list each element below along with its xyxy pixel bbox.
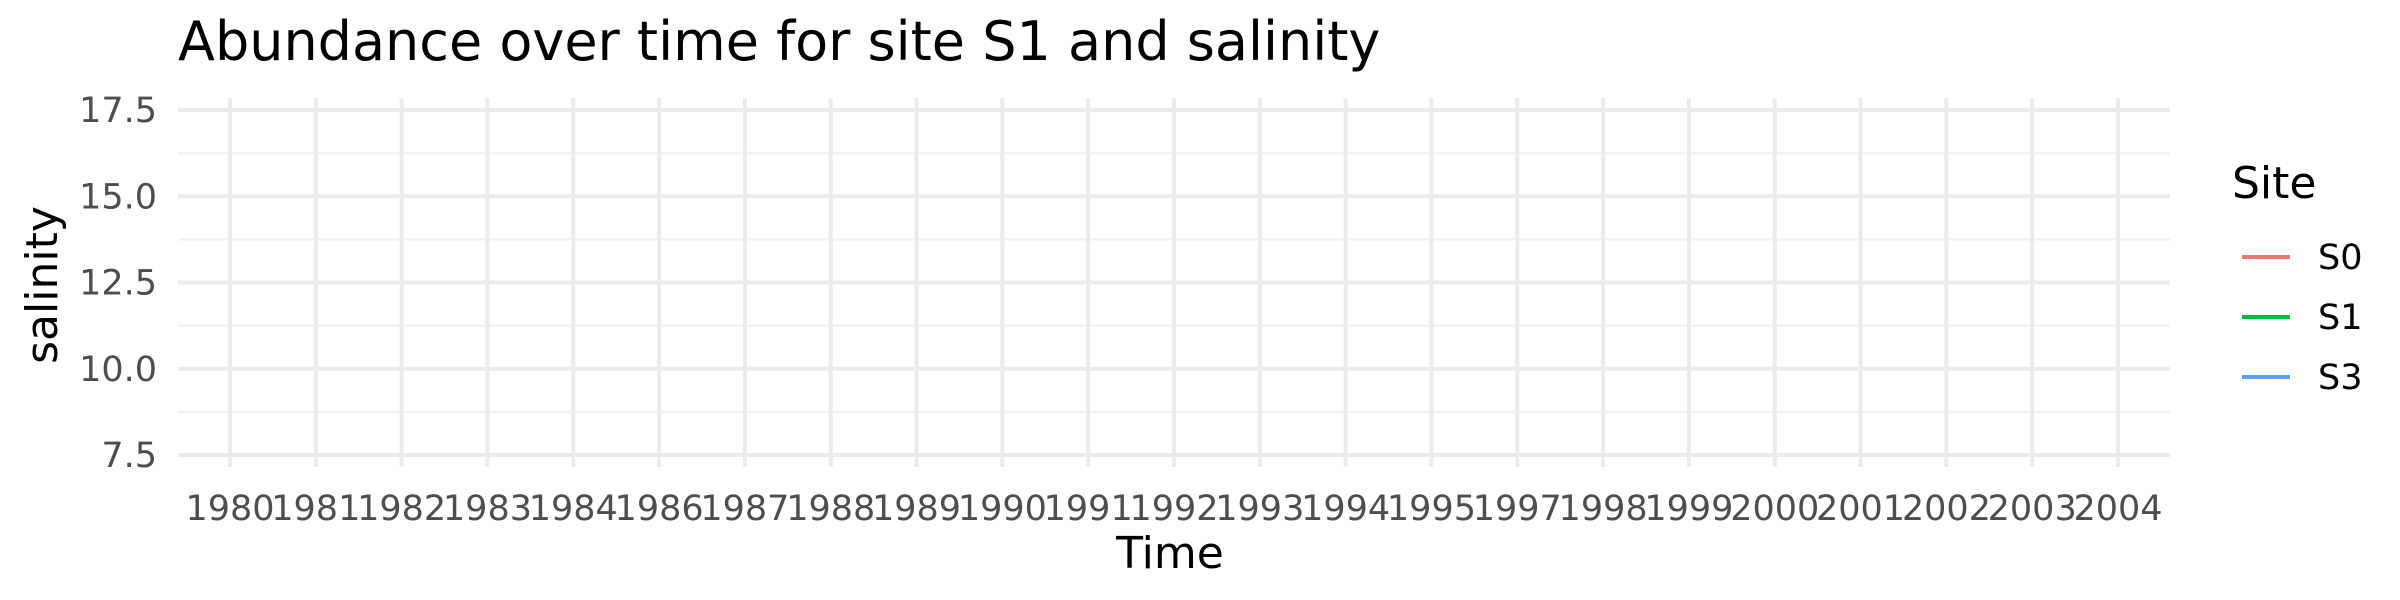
x-tick-label: 1993 [1215,489,1304,529]
x-tick-label: 1983 [443,489,532,529]
legend-label-S1: S1 [2318,298,2363,338]
y-tick-label: 7.5 [101,436,157,476]
x-tick-label: 1995 [1387,489,1476,529]
legend-label-S0: S0 [2318,238,2363,278]
legend: Site S0 S1 S3 [2232,158,2363,398]
y-tick-label: 17.5 [79,91,157,131]
x-tick-label: 1992 [1129,489,1218,529]
x-tick-label: 2002 [1902,489,1991,529]
plot-grid [178,98,2170,467]
x-tick-label: 1999 [1644,489,1733,529]
x-tick-label: 1990 [958,489,1047,529]
y-tick-label: 15.0 [79,177,157,217]
x-tick-label: 1982 [357,489,446,529]
x-tick-label: 1981 [271,489,360,529]
x-tick-label: 1984 [529,489,618,529]
x-tick-label: 1980 [185,489,274,529]
y-axis-title: salinity [17,206,68,364]
x-axis-title: Time [1115,528,1224,579]
chart-title: Abundance over time for site S1 and sali… [178,10,1380,73]
x-tick-label: 2000 [1730,489,1819,529]
x-tick-label: 1988 [786,489,875,529]
y-tick-label: 12.5 [79,264,157,304]
y-axis: 7.5 10.0 12.5 15.0 17.5 [79,91,157,476]
x-tick-label: 1998 [1559,489,1648,529]
x-tick-label: 1986 [615,489,704,529]
y-tick-label: 10.0 [79,350,157,390]
x-axis: 1980198119821983198419861987198819891990… [185,489,2162,529]
x-tick-label: 2004 [2073,489,2162,529]
x-tick-label: 1991 [1044,489,1133,529]
legend-title: Site [2232,158,2316,209]
x-tick-label: 2001 [1816,489,1905,529]
x-tick-label: 2003 [1988,489,2077,529]
x-tick-label: 1989 [872,489,961,529]
x-tick-label: 1997 [1473,489,1562,529]
x-tick-label: 1994 [1301,489,1390,529]
legend-label-S3: S3 [2318,358,2363,398]
x-tick-label: 1987 [700,489,789,529]
